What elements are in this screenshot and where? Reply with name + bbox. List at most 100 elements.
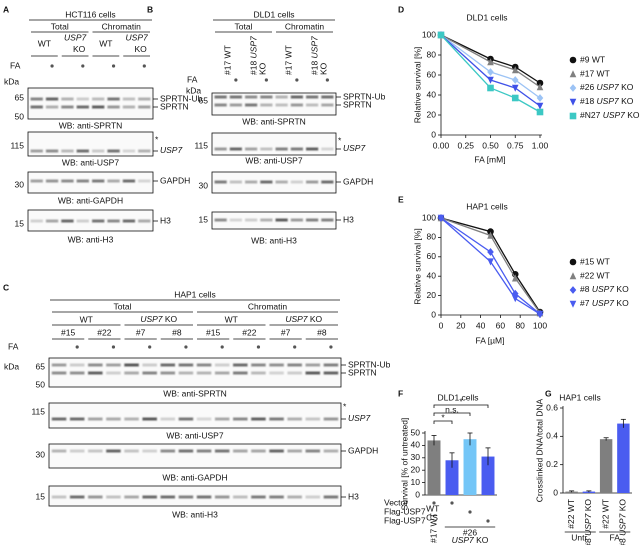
series-line <box>440 34 541 99</box>
band <box>106 417 121 421</box>
bar <box>445 460 459 495</box>
band <box>122 97 136 101</box>
bar <box>463 439 477 495</box>
legend-marker <box>569 98 577 106</box>
blot-caption: WB: anti-USP7 <box>245 155 302 165</box>
panel-letter: E <box>398 194 404 204</box>
point <box>437 214 445 222</box>
legend-label: #15 WT <box>580 256 610 266</box>
band <box>45 219 59 223</box>
chart-title: HAP1 cells <box>559 392 601 402</box>
band <box>229 180 242 184</box>
band <box>306 180 319 184</box>
band <box>92 97 105 101</box>
band-label: H3 <box>160 215 171 225</box>
legend-marker <box>569 300 577 308</box>
x-tick-label: 1.00 <box>532 140 549 150</box>
band <box>51 495 67 499</box>
band <box>321 180 334 184</box>
point <box>487 228 494 235</box>
band <box>51 449 67 453</box>
y-tick-label: 0.2 <box>546 459 558 469</box>
series-line <box>440 34 541 113</box>
y-tick-label: 100 <box>422 212 436 222</box>
band <box>45 97 59 101</box>
band <box>229 95 242 99</box>
group-label: USP7 KO <box>452 535 489 545</box>
blot-caption: WB: anti-SPRTN <box>163 388 227 398</box>
band <box>160 363 176 367</box>
lane-label: USP7 <box>64 33 86 43</box>
point <box>511 295 519 303</box>
lane-label: #7 <box>281 327 291 337</box>
group-label: #26 <box>463 527 477 537</box>
blot-caption: WB: anti-USP7 <box>62 157 119 167</box>
band <box>196 363 212 367</box>
point <box>487 248 494 256</box>
band <box>51 363 67 367</box>
band <box>196 371 212 375</box>
series-line <box>440 34 541 107</box>
series-line <box>440 34 541 84</box>
band <box>323 417 339 421</box>
blot <box>48 485 342 507</box>
band <box>45 105 59 109</box>
band <box>122 149 136 153</box>
point <box>487 258 494 266</box>
marker-label: 65 <box>15 92 25 102</box>
x-tick-label: 0.50 <box>482 140 499 150</box>
condition-sup: WT <box>426 503 439 513</box>
group-label: Total <box>51 21 69 31</box>
subgroup-label: USP7 KO <box>285 314 322 324</box>
band <box>245 218 258 222</box>
band <box>214 417 230 421</box>
band <box>51 371 67 375</box>
group-label: #17 WT <box>428 513 438 543</box>
band <box>233 495 248 499</box>
band <box>229 103 242 107</box>
band <box>160 495 176 499</box>
y-tick-label: 80 <box>427 232 437 242</box>
band <box>138 105 151 109</box>
lane-label: #22 <box>242 327 256 337</box>
band <box>245 103 258 107</box>
lane-label: KO <box>319 62 329 75</box>
band <box>160 417 176 421</box>
band <box>88 363 103 367</box>
marker-label: 65 <box>36 361 46 371</box>
fa-dot <box>325 78 329 82</box>
band <box>178 417 194 421</box>
band <box>245 95 258 99</box>
fa-label: FA <box>8 341 19 351</box>
lane-label: #15 <box>61 327 75 337</box>
band <box>106 449 121 453</box>
band <box>92 149 105 153</box>
nonspecific-star: * <box>155 134 159 144</box>
nonspecific-star: * <box>343 401 347 411</box>
subgroup-label: WT <box>80 314 93 324</box>
y-tick-label: 60 <box>427 251 437 261</box>
point <box>487 76 494 84</box>
band <box>138 97 151 101</box>
y-tick-label: 40 <box>427 270 437 280</box>
kda-label: kDa <box>4 361 19 371</box>
point <box>487 231 494 239</box>
point <box>536 102 544 110</box>
lane-label: #17 WT <box>223 45 233 75</box>
band <box>305 449 321 453</box>
band <box>214 180 227 184</box>
band <box>45 149 59 153</box>
band <box>233 363 248 367</box>
band <box>142 371 157 375</box>
point <box>536 108 544 116</box>
band <box>92 105 105 109</box>
band-label: SPRTN-Ub <box>343 91 386 101</box>
lane-label: USP7 <box>126 33 148 43</box>
y-tick-label: 80 <box>427 49 437 59</box>
series-line <box>440 34 541 88</box>
band <box>214 363 230 367</box>
blot-caption: WB: anti-SPRTN <box>242 116 306 126</box>
condition-dot <box>432 501 436 505</box>
fa-dot <box>50 64 54 68</box>
bar <box>427 440 441 495</box>
